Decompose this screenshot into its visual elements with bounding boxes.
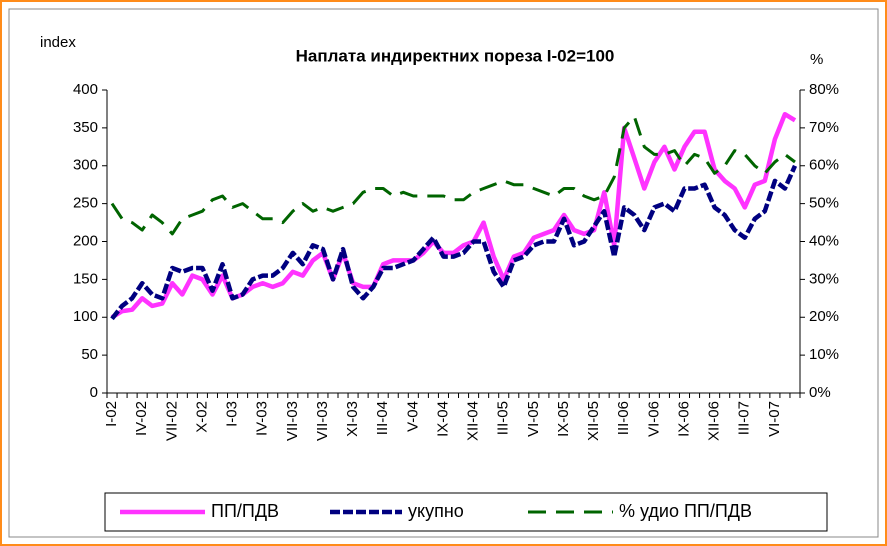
y-tick-label: 250 — [73, 195, 98, 212]
y2-tick-label: 20% — [809, 308, 839, 325]
legend-label: % удио ПП/ПДВ — [619, 501, 752, 521]
legend-box — [104, 492, 828, 532]
x-tick-label: XI-03 — [344, 401, 361, 437]
x-tick-label: III-06 — [615, 401, 632, 435]
x-tick-label: V-04 — [404, 401, 421, 432]
x-tick-label: VI-06 — [645, 401, 662, 437]
y-tick-label: 350 — [73, 119, 98, 136]
x-tick-label: IV-02 — [133, 401, 150, 436]
x-tick-label: VII-03 — [314, 401, 331, 441]
x-tick-label: VII-02 — [163, 401, 180, 441]
x-tick-label: VI-05 — [525, 401, 542, 437]
x-tick-label: XII-05 — [585, 401, 602, 441]
x-tick-label: I-02 — [103, 401, 120, 427]
y2-tick-label: 60% — [809, 157, 839, 174]
chart-frame — [8, 8, 879, 538]
x-tick-label: IX-05 — [555, 401, 572, 437]
x-tick-label: XII-06 — [706, 401, 723, 441]
x-tick-label: X-02 — [193, 401, 210, 433]
y2-tick-label: 0% — [809, 384, 831, 401]
x-tick-label: III-05 — [495, 401, 512, 435]
y-tick-label: 300 — [73, 157, 98, 174]
y2-axis-label: % — [810, 51, 823, 68]
y2-tick-label: 30% — [809, 270, 839, 287]
x-tick-label: IX-04 — [434, 401, 451, 437]
x-tick-label: IV-03 — [254, 401, 271, 436]
x-tick-label: XII-04 — [465, 401, 482, 441]
x-tick-label: IX-06 — [675, 401, 692, 437]
x-tick-label: VII-03 — [284, 401, 301, 441]
legend-label: укупно — [408, 501, 464, 521]
x-tick-label: III-04 — [374, 401, 391, 435]
y2-tick-label: 10% — [809, 346, 839, 363]
y2-tick-label: 50% — [809, 195, 839, 212]
y-tick-label: 150 — [73, 270, 98, 287]
y-tick-label: 0 — [90, 384, 98, 401]
x-tick-label: III-07 — [736, 401, 753, 435]
y2-tick-label: 40% — [809, 232, 839, 249]
y-tick-label: 100 — [73, 308, 98, 325]
y2-tick-label: 70% — [809, 119, 839, 136]
chart-title: Наплата индиректних пореза I-02=100 — [296, 46, 615, 65]
y-axis-label: index — [40, 34, 76, 51]
x-tick-label: VI-07 — [766, 401, 783, 437]
y-tick-label: 400 — [73, 81, 98, 98]
y2-tick-label: 80% — [809, 81, 839, 98]
y-tick-label: 200 — [73, 232, 98, 249]
x-tick-label: I-03 — [224, 401, 241, 427]
y-tick-label: 50 — [81, 346, 98, 363]
series-line — [110, 115, 796, 236]
series-line — [110, 164, 798, 321]
legend-label: ПП/ПДВ — [211, 501, 279, 521]
